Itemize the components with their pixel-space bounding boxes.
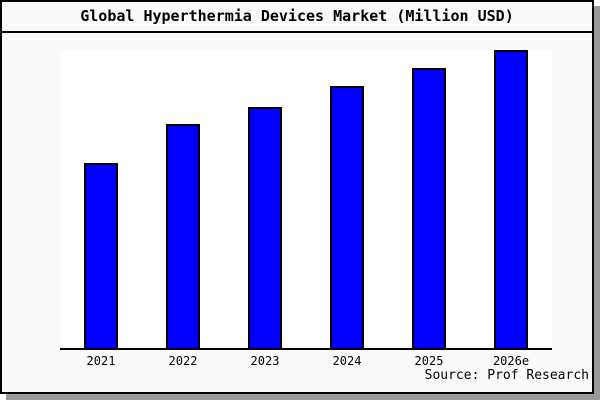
x-label-2021: 2021 [86, 354, 116, 368]
bars-row [60, 50, 552, 348]
bar-2025 [412, 68, 446, 348]
bar-2026e [494, 50, 528, 348]
bar-2024 [330, 86, 364, 348]
chart-card: Global Hyperthermia Devices Market (Mill… [0, 0, 594, 394]
bar-slot-2024 [306, 50, 388, 348]
plot-area [60, 50, 552, 350]
bar-slot-2023 [224, 50, 306, 348]
bar-2021 [84, 163, 118, 348]
x-axis-labels: 2021 2022 2023 2024 2025 2026e [60, 354, 552, 368]
bar-slot-2021 [60, 50, 142, 348]
chart-title: Global Hyperthermia Devices Market (Mill… [80, 7, 514, 25]
source-note: Source: Prof Research [424, 368, 589, 383]
bar-2022 [166, 124, 200, 348]
x-label-2026e: 2026e [492, 354, 530, 368]
bar-slot-2025 [388, 50, 470, 348]
title-divider-line [2, 31, 592, 33]
bar-slot-2026e [470, 50, 552, 348]
x-label-2023: 2023 [250, 354, 280, 368]
bar-2023 [248, 107, 282, 348]
x-label-2022: 2022 [168, 354, 198, 368]
x-label-2025: 2025 [414, 354, 444, 368]
x-label-2024: 2024 [332, 354, 362, 368]
bar-slot-2022 [142, 50, 224, 348]
